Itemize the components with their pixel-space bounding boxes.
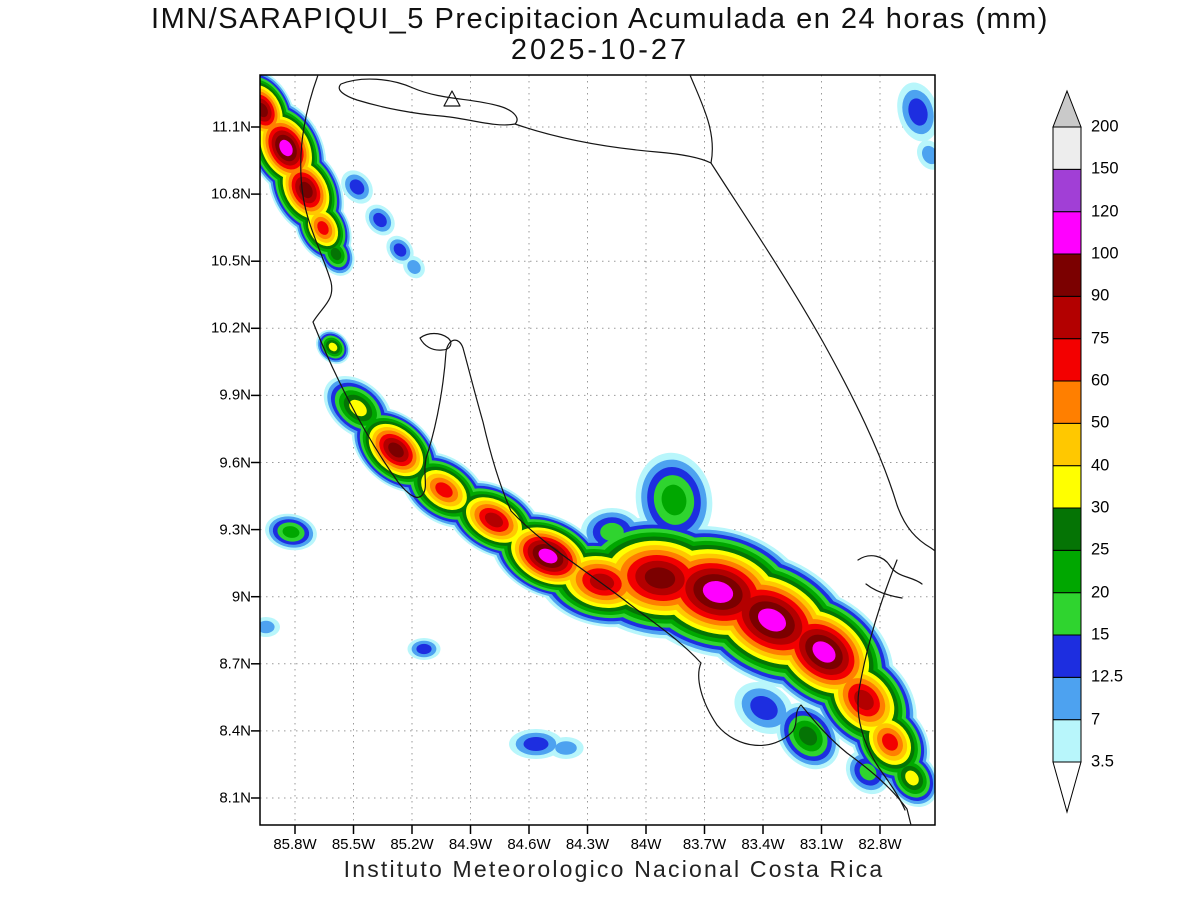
colorbar-tick-label: 50: [1091, 413, 1110, 432]
lon-tick-label: 82.8W: [858, 836, 902, 853]
colorbar-tick-label: 75: [1091, 329, 1110, 348]
lon-tick-label: 85.8W: [273, 836, 317, 853]
lat-tick-label: 8.1N: [219, 789, 251, 807]
lake-nicaragua-outline: [338, 78, 518, 126]
colorbar-tick-label: 150: [1091, 159, 1119, 178]
bocas-bay-squiggle: [857, 555, 923, 599]
colorbar-tick-label: 30: [1091, 498, 1110, 517]
footer-caption: Instituto Meteorologico Nacional Costa R…: [343, 856, 885, 882]
chart-title: IMN/SARAPIQUI_5 Precipitacion Acumulada …: [151, 3, 1049, 35]
colorbar-under-arrow: [1052, 761, 1082, 814]
colorbar-tick-label: 7: [1091, 710, 1101, 729]
plot-frame: [259, 74, 936, 826]
lon-tick-label: 84.6W: [507, 836, 551, 853]
lat-tick-label: 8.7N: [219, 655, 251, 673]
lat-tick-label: 9.6N: [219, 454, 251, 471]
colorbar-tick-label: 120: [1091, 202, 1119, 221]
colorbar-tick-label: 40: [1091, 456, 1110, 475]
lon-tick-label: 83.1W: [799, 836, 844, 853]
colorbar-tick-label: 15: [1091, 625, 1110, 644]
lat-tick-label: 10.8N: [210, 185, 251, 203]
colorbar-tick-label: 3.5: [1091, 752, 1114, 771]
colorbar: [1052, 89, 1082, 814]
lon-tick-label: 83.4W: [741, 836, 785, 853]
colorbar-tick-label: 25: [1091, 540, 1110, 559]
inland-lake-outline: [419, 332, 452, 351]
lat-tick-label: 10.2N: [210, 319, 251, 337]
chart-date: 2025-10-27: [510, 34, 690, 66]
lat-tick-label: 8.4N: [219, 722, 251, 740]
lat-tick-label: 9.9N: [219, 386, 251, 404]
lat-tick-label: 11.1N: [212, 118, 251, 136]
lon-tick-label: 84.3W: [565, 836, 610, 853]
lon-tick-label: 84.9W: [448, 836, 493, 853]
lat-tick-label: 9.3N: [219, 521, 251, 539]
colorbar-over-arrow: [1052, 89, 1082, 128]
colorbar-tick-label: 60: [1091, 371, 1110, 390]
coastlines: [300, 75, 935, 825]
lon-tick-label: 85.2W: [390, 836, 434, 853]
colorbar-tick-label: 90: [1091, 286, 1110, 305]
lon-tick-label: 83.7W: [682, 836, 727, 853]
pacific-coastline: [300, 75, 912, 825]
axis-ticks: [251, 126, 881, 834]
colorbar-tick-label: 20: [1091, 583, 1110, 602]
panama-border: [857, 559, 906, 811]
lat-tick-label: 9N: [231, 588, 251, 606]
colorbar-tick-label: 200: [1091, 117, 1119, 136]
lon-tick-label: 85.5W: [331, 836, 376, 853]
lon-tick-label: 84W: [630, 836, 662, 853]
lat-tick-label: 10.5N: [210, 252, 251, 270]
caribbean-coastline: [689, 75, 935, 552]
precipitation-contours: [260, 75, 935, 808]
nicaragua-border: [514, 123, 712, 164]
ometepe-island-outline: [443, 90, 461, 107]
colorbar-tick-label: 100: [1091, 244, 1119, 263]
colorbar-tick-label: 12.5: [1091, 667, 1124, 686]
